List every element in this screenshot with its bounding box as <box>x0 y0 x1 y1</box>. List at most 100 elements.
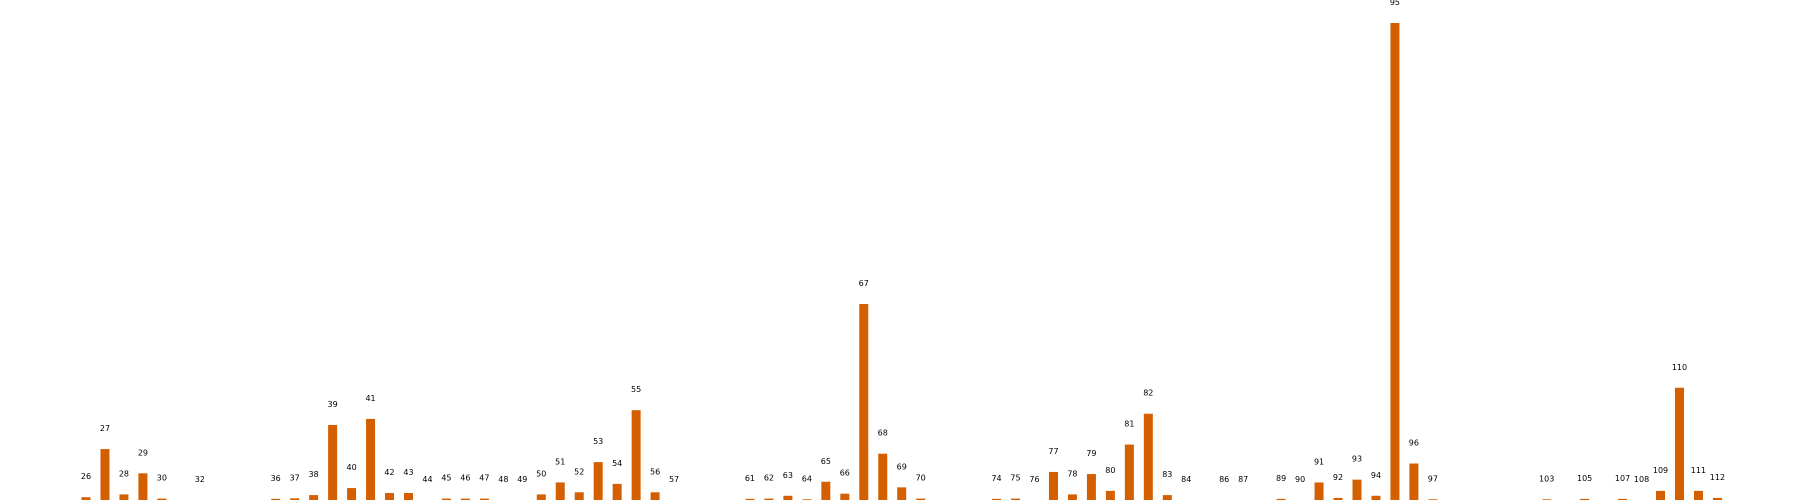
bar-56 <box>650 492 660 500</box>
bar-27 <box>100 449 110 500</box>
bar-label-27: 27 <box>100 424 110 433</box>
bar-96 <box>1409 463 1419 500</box>
bar-42 <box>385 492 395 500</box>
bar-63 <box>783 495 793 500</box>
bar-label-74: 74 <box>991 474 1001 483</box>
bar-label-84: 84 <box>1181 475 1191 484</box>
bar-label-97: 97 <box>1428 474 1438 483</box>
bar-label-92: 92 <box>1333 473 1343 482</box>
bar-55 <box>631 410 641 500</box>
bar-label-40: 40 <box>346 463 356 472</box>
bar-label-26: 26 <box>81 472 91 481</box>
bar-93 <box>1352 479 1362 500</box>
bar-111 <box>1693 490 1703 500</box>
bar-74 <box>992 498 1002 500</box>
bar-label-96: 96 <box>1409 439 1419 448</box>
bar-83 <box>1162 495 1172 500</box>
bar-label-47: 47 <box>479 474 489 483</box>
bar-label-90: 90 <box>1295 475 1305 484</box>
bar-label-69: 69 <box>897 462 907 471</box>
bar-label-50: 50 <box>536 469 546 478</box>
bar-label-29: 29 <box>138 448 148 457</box>
bar-81 <box>1124 444 1134 500</box>
bar-label-91: 91 <box>1314 457 1324 466</box>
bar-label-42: 42 <box>384 468 394 477</box>
bar-70 <box>916 498 926 500</box>
bar-45 <box>441 498 451 500</box>
bar-75 <box>1011 498 1021 500</box>
bar-77 <box>1048 471 1058 500</box>
bar-66 <box>840 493 850 500</box>
bar-68 <box>878 453 888 500</box>
bar-label-112: 112 <box>1710 473 1725 482</box>
bar-label-36: 36 <box>271 474 281 483</box>
bar-label-70: 70 <box>916 474 926 483</box>
bar-label-82: 82 <box>1143 389 1153 398</box>
bar-label-63: 63 <box>783 471 793 480</box>
bar-label-87: 87 <box>1238 475 1248 484</box>
bar-47 <box>479 498 489 500</box>
bar-label-46: 46 <box>460 474 470 483</box>
bar-label-44: 44 <box>422 475 432 484</box>
bar-label-37: 37 <box>290 473 300 482</box>
bar-43 <box>403 492 413 500</box>
bar-41 <box>366 418 376 500</box>
bar-label-79: 79 <box>1086 449 1096 458</box>
bar-30 <box>157 498 167 500</box>
bar-label-89: 89 <box>1276 474 1286 483</box>
bar-95 <box>1390 23 1400 500</box>
bar-label-64: 64 <box>802 474 812 483</box>
bar-62 <box>764 498 774 500</box>
bar-109 <box>1656 490 1666 500</box>
bar-37 <box>290 498 300 500</box>
bar-29 <box>138 473 148 500</box>
bar-label-111: 111 <box>1691 466 1706 475</box>
bar-label-28: 28 <box>119 469 129 478</box>
bar-label-45: 45 <box>441 474 451 483</box>
bar-label-32: 32 <box>195 475 205 484</box>
bar-53 <box>593 462 603 500</box>
bar-label-67: 67 <box>859 279 869 288</box>
bar-50 <box>536 494 546 500</box>
bar-label-109: 109 <box>1653 466 1668 475</box>
bar-label-68: 68 <box>878 429 888 438</box>
bar-51 <box>555 482 565 500</box>
bar-label-48: 48 <box>498 475 508 484</box>
bar-label-103: 103 <box>1539 474 1554 483</box>
bar-label-53: 53 <box>593 437 603 446</box>
bar-label-105: 105 <box>1577 474 1592 483</box>
bars-group <box>81 23 1722 500</box>
bar-label-39: 39 <box>328 400 338 409</box>
bar-label-95: 95 <box>1390 0 1400 7</box>
bar-26 <box>81 497 91 500</box>
bar-94 <box>1371 495 1381 500</box>
bar-78 <box>1067 494 1077 500</box>
bar-label-52: 52 <box>574 467 584 476</box>
bar-label-66: 66 <box>840 469 850 478</box>
bar-38 <box>309 495 319 500</box>
bar-label-56: 56 <box>650 467 660 476</box>
bar-61 <box>745 498 755 500</box>
bar-label-41: 41 <box>365 394 375 403</box>
bar-labels-group: 26 27 28 29 30 32 36 37 38 39 40 41 42 43 44 45 46 47 48 49… <box>81 0 1725 484</box>
bar-label-94: 94 <box>1371 471 1381 480</box>
bar-label-76: 76 <box>1029 475 1039 484</box>
bar-67 <box>859 304 869 500</box>
bar-label-43: 43 <box>403 468 413 477</box>
bar-105 <box>1580 498 1590 500</box>
bar-label-78: 78 <box>1067 469 1077 478</box>
bar-69 <box>897 487 907 500</box>
bar-39 <box>328 424 338 500</box>
bar-label-57: 57 <box>669 475 679 484</box>
bar-label-55: 55 <box>631 385 641 394</box>
bar-28 <box>119 494 129 500</box>
bar-label-54: 54 <box>612 459 622 468</box>
bar-52 <box>574 492 584 500</box>
bar-79 <box>1086 474 1096 500</box>
bar-40 <box>347 488 357 500</box>
bar-label-51: 51 <box>555 457 565 466</box>
bar-label-80: 80 <box>1105 466 1115 475</box>
bar-label-107: 107 <box>1615 474 1630 483</box>
bar-label-65: 65 <box>821 457 831 466</box>
